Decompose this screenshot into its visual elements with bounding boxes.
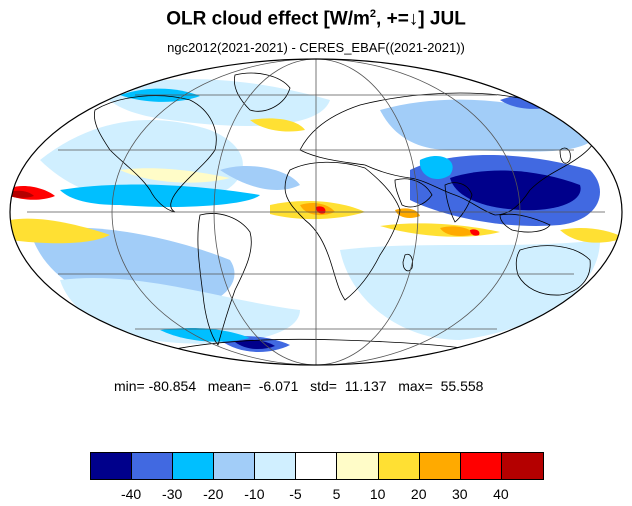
field-patch xyxy=(60,277,300,344)
coastline-antarctica xyxy=(169,338,491,353)
colorbar-swatch xyxy=(214,453,256,479)
coastline-greenland xyxy=(233,72,291,112)
coastline-eurasia xyxy=(299,92,597,216)
colorbar-tick-label: -20 xyxy=(203,486,224,502)
field-patch xyxy=(10,190,34,198)
field-patch xyxy=(395,208,420,218)
colorbar xyxy=(90,452,544,480)
field-patch xyxy=(60,184,260,207)
colorbar-swatch xyxy=(337,453,379,479)
coastline-australia xyxy=(515,245,591,296)
colorbar-tick-label: -5 xyxy=(289,486,302,502)
colorbar-tick-label: 10 xyxy=(369,486,386,502)
colorbar-tick-label: -40 xyxy=(120,486,142,502)
coastlines xyxy=(93,72,597,353)
field-patch xyxy=(440,226,475,236)
field-patch xyxy=(220,165,300,190)
colorbar-swatch xyxy=(419,453,461,479)
coastline-japan xyxy=(559,147,571,164)
map-border xyxy=(9,58,623,366)
colorbar-tick-label: -30 xyxy=(162,486,183,502)
coastline-north-america xyxy=(93,95,217,213)
colorbar-tick-label: 20 xyxy=(410,486,427,502)
field-patch xyxy=(235,339,275,350)
field-patch xyxy=(419,155,453,180)
field-patch xyxy=(10,218,110,244)
statistics-line: min= -80.854 mean= -6.071 std= 11.137 ma… xyxy=(114,378,484,394)
colorbar-swatch xyxy=(132,453,174,479)
field-patch xyxy=(40,120,243,204)
colorbar-tick-labels: -40 -30 -20 -10 -5 5 10 20 30 40 xyxy=(90,486,542,504)
coastline-south-america xyxy=(197,213,252,346)
colorbar-tick-label: -10 xyxy=(244,486,265,502)
colorbar-tick-label: 5 xyxy=(332,486,341,502)
field-patch xyxy=(470,229,480,236)
colorbar-swatch xyxy=(296,453,338,479)
colorbar-swatch xyxy=(460,453,502,479)
colorbar-swatch xyxy=(255,453,297,479)
field-patch xyxy=(160,327,250,342)
coastline-africa xyxy=(284,161,401,301)
world-map xyxy=(9,58,623,366)
field-patch xyxy=(120,168,230,183)
colorbar-swatch xyxy=(91,453,133,479)
colorbar-tick-label: 30 xyxy=(452,486,468,502)
chart-title: OLR cloud effect [W/m2, +=↓] JUL xyxy=(166,8,466,30)
colorbar-swatch xyxy=(378,453,420,479)
colorbar-tick-label: 40 xyxy=(493,486,509,502)
field-patch xyxy=(560,228,622,243)
coastline-maritime-continent xyxy=(499,213,551,233)
field-patch xyxy=(380,99,600,152)
field-patch xyxy=(450,170,581,211)
colorbar-swatch xyxy=(173,453,215,479)
field-patch xyxy=(250,118,305,132)
field-shading xyxy=(10,79,622,352)
colorbar-swatch xyxy=(501,453,543,479)
field-patch xyxy=(340,240,600,340)
chart-subtitle: ngc2012(2021-2021) - CERES_EBAF((2021-20… xyxy=(167,40,465,55)
coastline-madagascar xyxy=(402,253,413,272)
